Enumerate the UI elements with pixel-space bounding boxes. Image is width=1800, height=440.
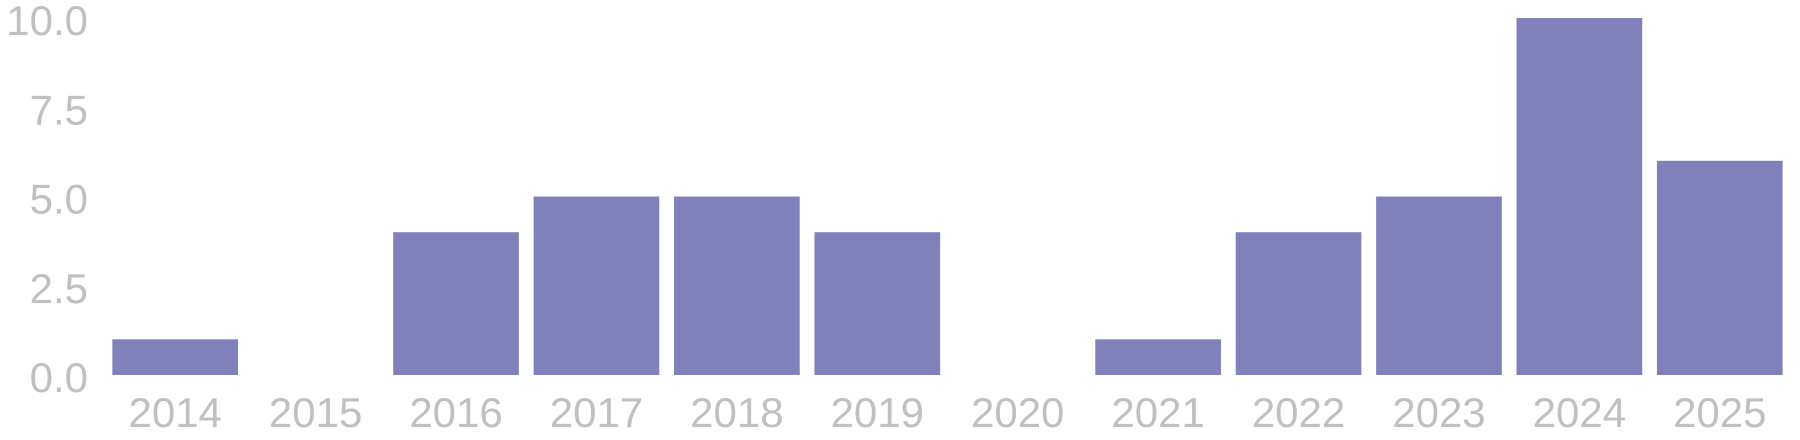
- y-tick-label: 7.5: [30, 86, 88, 133]
- x-tick-label: 2017: [550, 389, 643, 435]
- x-tick-label: 2024: [1533, 389, 1626, 435]
- x-tick-label: 2023: [1392, 389, 1485, 435]
- bar-2024: [1516, 18, 1643, 375]
- y-tick-label: 2.5: [30, 265, 88, 312]
- x-tick-label: 2020: [971, 389, 1064, 435]
- x-tick-label: 2015: [269, 389, 362, 435]
- y-tick-label: 0.0: [30, 354, 88, 401]
- y-tick-label: 5.0: [30, 176, 88, 223]
- bar-2021: [1095, 339, 1221, 375]
- x-tick-label: 2016: [409, 389, 502, 435]
- y-tick-label: 10.0: [6, 0, 88, 44]
- bar-2022: [1235, 232, 1362, 375]
- bar-2018: [674, 196, 800, 375]
- bar-2014: [112, 339, 239, 375]
- bars-layer: [112, 18, 1783, 375]
- y-axis-tick-labels: 0.0 2.5 5.0 7.5 10.0: [6, 0, 88, 401]
- x-axis-tick-labels: 2014 2015 2016 2017 2018 2019 2020 2021 2022 2023…: [128, 389, 1766, 436]
- x-tick-label: 2021: [1111, 389, 1204, 435]
- x-tick-label: 2025: [1673, 389, 1766, 435]
- bar-2025: [1656, 160, 1783, 375]
- bar-2023: [1376, 196, 1502, 375]
- bar-2016: [393, 232, 519, 375]
- x-tick-label: 2018: [690, 389, 783, 435]
- x-tick-label: 2014: [128, 389, 221, 435]
- x-tick-label: 2022: [1252, 389, 1345, 435]
- bar-2019: [814, 232, 941, 375]
- x-tick-label: 2019: [831, 389, 924, 435]
- bar-2017: [533, 196, 660, 375]
